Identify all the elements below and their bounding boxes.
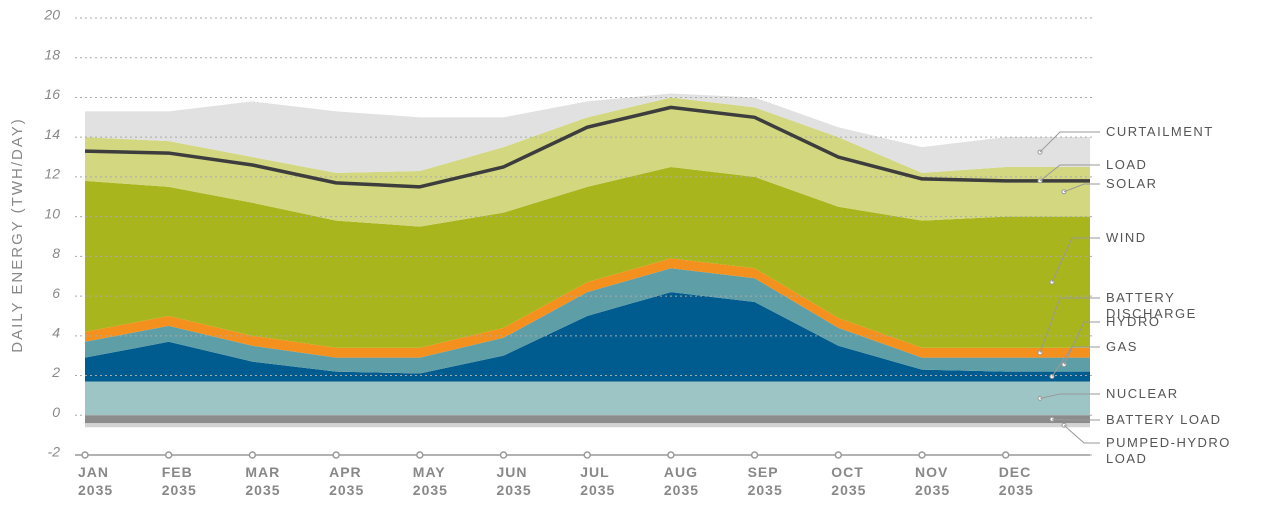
- leader-line: [1063, 183, 1100, 193]
- x-tick: [667, 451, 675, 459]
- legend-label: GAS: [1106, 339, 1138, 354]
- x-tick: [1001, 451, 1010, 459]
- legend-label: NUCLEAR: [1106, 386, 1179, 401]
- y-tick-label: 16: [44, 86, 60, 102]
- y-tick-label: 2: [51, 364, 60, 380]
- x-tick: [583, 451, 591, 459]
- leader-line: [1039, 393, 1100, 399]
- x-tick: [248, 451, 257, 459]
- legend-label: BATTERY DISCHARGE: [1106, 290, 1197, 321]
- y-axis-label: DAILY ENERGY (TWH/DAY): [9, 117, 26, 352]
- x-tick-label: JAN 2035: [78, 464, 114, 498]
- x-tick-label: AUG 2035: [663, 464, 700, 498]
- x-tick-label: MAR 2035: [245, 464, 281, 498]
- y-tick-label: 20: [43, 7, 60, 23]
- leader-line: [1039, 164, 1100, 182]
- y-tick-label: -2: [48, 444, 61, 460]
- leader-line: [1039, 131, 1100, 153]
- legend-label: SOLAR: [1106, 176, 1158, 191]
- area: [85, 292, 1090, 382]
- x-tick-label: SEP 2035: [747, 464, 783, 498]
- x-tick: [499, 451, 508, 459]
- legend-label: WIND: [1106, 230, 1147, 245]
- legend-label: BATTERY LOAD: [1106, 412, 1222, 427]
- x-tick: [918, 451, 926, 459]
- leader-line: [1063, 321, 1100, 365]
- y-tick-label: 18: [44, 46, 60, 62]
- x-tick: [834, 451, 843, 459]
- x-tick-label: JUN 2035: [496, 464, 532, 498]
- leader-line: [1051, 418, 1100, 421]
- y-tick-label: 6: [52, 285, 60, 301]
- y-tick-label: 12: [44, 166, 60, 182]
- x-tick-label: DEC 2035: [998, 464, 1034, 498]
- x-tick-label: MAY 2035: [412, 464, 448, 498]
- legend-label: CURTAILMENT: [1106, 124, 1214, 139]
- line: [84, 105, 1090, 189]
- x-tick-label: APR 2035: [329, 464, 365, 498]
- area: [85, 268, 1090, 374]
- x-tick: [750, 451, 759, 459]
- area: [85, 423, 1090, 428]
- x-tick: [332, 451, 340, 459]
- area: [85, 381, 1090, 416]
- area: [85, 415, 1090, 424]
- y-tick-label: 14: [44, 126, 60, 142]
- x-tick-label: NOV 2035: [915, 464, 951, 498]
- area: [85, 93, 1090, 173]
- legend-label: LOAD: [1106, 157, 1148, 172]
- x-tick: [416, 451, 424, 459]
- leader-line: [1039, 297, 1100, 353]
- leader-line: [1063, 424, 1100, 444]
- area: [85, 166, 1090, 348]
- y-tick-label: 10: [44, 205, 60, 221]
- x-tick: [81, 451, 89, 459]
- x-tick-label: OCT 2035: [831, 464, 867, 498]
- area: [85, 97, 1090, 227]
- x-tick: [164, 451, 173, 459]
- y-tick-label: 4: [52, 325, 60, 341]
- x-tick-label: JUL 2035: [580, 464, 616, 498]
- y-tick-label: 0: [52, 404, 60, 420]
- y-tick-label: 8: [52, 245, 60, 261]
- legend-label: PUMPED-HYDRO LOAD: [1106, 435, 1231, 466]
- x-tick-label: FEB 2035: [161, 464, 197, 498]
- leader-line: [1051, 237, 1100, 283]
- legend-label: HYDRO: [1106, 314, 1161, 329]
